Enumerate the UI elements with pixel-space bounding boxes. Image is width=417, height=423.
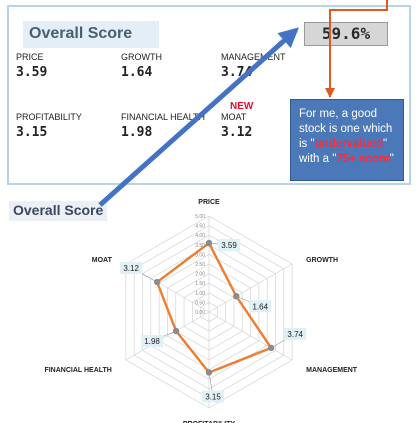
metric-label-growth: GROWTH (121, 52, 162, 62)
connector-line-horizontal (329, 9, 388, 11)
tick-label: 1.50 (195, 281, 205, 287)
tick-label: 3.00 (195, 252, 205, 258)
data-label: 3.15 (205, 392, 221, 401)
metric-value-growth: 1.64 (121, 65, 153, 80)
tick-label: 0.50 (195, 300, 205, 306)
metric-value-price: 3.59 (16, 65, 48, 80)
data-point-growth (233, 293, 240, 300)
tick-label: 1.00 (195, 291, 205, 297)
data-label-box (284, 327, 307, 340)
axis-label-price: PRICE (198, 199, 220, 206)
overall-score-value: 59.6% (304, 22, 388, 46)
tick-label: 0.00 (195, 310, 205, 316)
connector-line-top (386, 0, 388, 10)
tick-label: 5.00 (195, 214, 205, 220)
callout-line-2: stock is one which (299, 123, 393, 135)
metric-value-profitability: 3.15 (16, 125, 48, 140)
axis-label-profitability: PROFITABILITY (183, 421, 236, 423)
chart-title-badge-text: Overall Score (13, 202, 104, 218)
data-label: 3.12 (123, 264, 139, 273)
data-point-profitability (205, 369, 213, 376)
data-label: 1.98 (144, 337, 160, 346)
new-badge: NEW (230, 101, 254, 112)
metric-label-moat: MOAT (221, 112, 247, 122)
grid-spoke (125, 311, 210, 361)
grid-spoke (208, 311, 293, 361)
data-label-box (249, 300, 272, 313)
tick-label: 2.00 (195, 272, 205, 278)
callout-score-target: 75+ score (336, 153, 390, 165)
data-label-box (120, 262, 143, 275)
pointer-arrow (98, 27, 299, 207)
callout-undervalued: undervalued (314, 138, 383, 150)
data-label-box (218, 239, 240, 252)
metric-label-financial-health: FINANCIAL HEALTH (121, 112, 206, 122)
tick-label: 3.50 (195, 243, 205, 249)
data-label: 3.59 (221, 241, 237, 250)
metric-label-price: PRICE (16, 52, 44, 62)
panel-title-box: Overall Score (23, 21, 159, 48)
axis-label-growth: GROWTH (306, 257, 338, 264)
metric-label-management: MANAGEMENT (221, 52, 286, 62)
callout-line-1: For me, a good (299, 108, 377, 120)
data-label-box (141, 335, 164, 348)
callout-line-3: is "undervalued" (299, 138, 388, 150)
tick-label: 4.00 (195, 233, 205, 239)
connector-line-vertical (329, 9, 331, 97)
metric-value-moat: 3.12 (221, 125, 253, 140)
axis-label-financial-health: FINANCIAL HEALTH (44, 367, 111, 374)
panel-title: Overall Score (29, 25, 133, 42)
metric-label-profitability: PROFITABILITY (16, 112, 82, 122)
data-label-box (202, 390, 224, 403)
callout-note: For me, a good stock is one which is "un… (290, 99, 404, 181)
score-panel: Overall Score 59.6% PRICE 3.59 GROWTH 1.… (7, 5, 411, 185)
chart-title-badge: Overall Score (9, 201, 107, 221)
grid-spoke (208, 263, 293, 313)
metric-value-financial-health: 1.98 (121, 125, 153, 140)
tick-label: 4.50 (195, 224, 205, 230)
data-label: 1.64 (252, 302, 268, 311)
data-label: 3.74 (287, 330, 303, 339)
axis-label-management: MANAGEMENT (306, 367, 358, 374)
callout-line-4: with a "75+ score" (299, 153, 394, 165)
tick-label: 2.50 (195, 262, 205, 268)
axis-label-moat: MOAT (92, 257, 113, 264)
